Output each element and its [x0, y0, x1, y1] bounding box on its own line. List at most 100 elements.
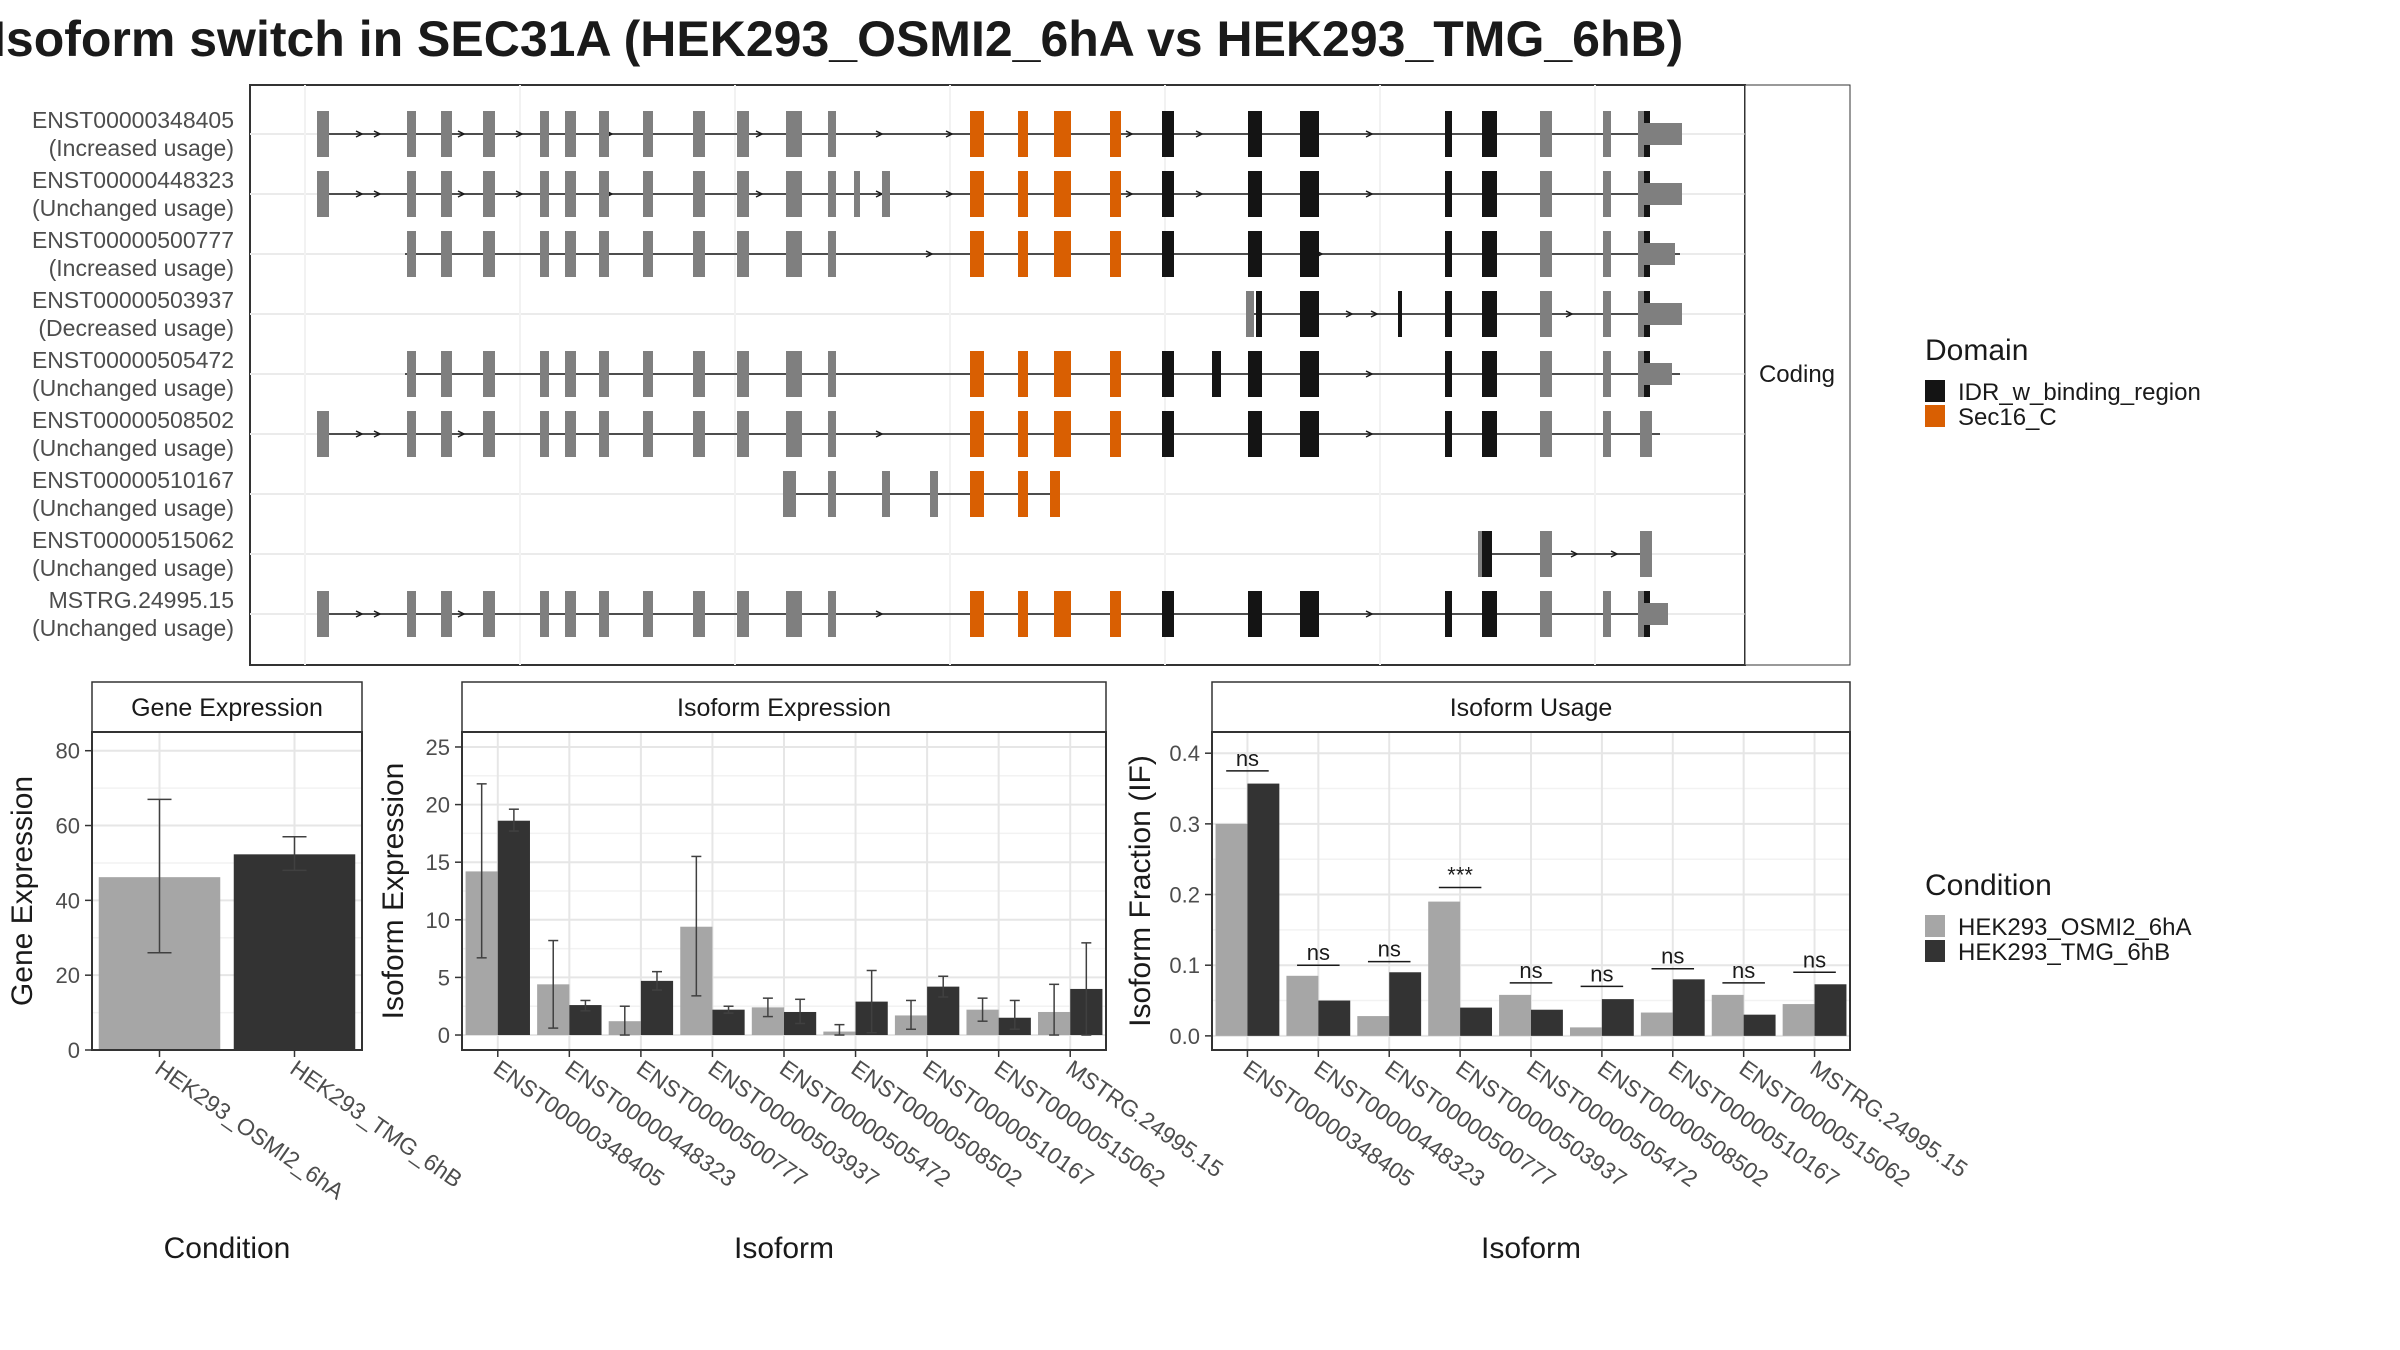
exon [828, 231, 836, 277]
exon [540, 231, 549, 277]
bar [1215, 823, 1248, 1036]
exon-sec16 [1018, 411, 1028, 457]
intron-arrow [1570, 550, 1579, 558]
transcript-usage-label: (Unchanged usage) [32, 375, 234, 401]
intron-arrow [1370, 310, 1379, 318]
exon-sec16 [970, 351, 984, 397]
intron-arrow [373, 430, 382, 438]
transcript-usage-label: (Decreased usage) [38, 315, 234, 341]
exon [693, 171, 705, 217]
intron-arrow [457, 190, 466, 198]
exon-idr [1482, 351, 1497, 397]
transcript-id-label: ENST00000503937 [32, 287, 234, 313]
exon [407, 231, 416, 277]
bar [1428, 901, 1461, 1036]
significance-label: ns [1236, 746, 1259, 771]
bar [1531, 1009, 1563, 1036]
transcript-usage-label: (Unchanged usage) [32, 195, 234, 221]
exon [693, 231, 705, 277]
exon-idr [1162, 171, 1174, 217]
intron-arrow [1365, 190, 1374, 198]
exon [1640, 123, 1682, 145]
exon [737, 231, 749, 277]
y-tick-label: 0.0 [1169, 1024, 1200, 1049]
y-axis-title: Isoform Expression [377, 763, 410, 1020]
exon-idr [1398, 291, 1402, 337]
exon-sec16 [970, 111, 984, 157]
bar [1711, 994, 1744, 1036]
intron-arrow [875, 610, 884, 618]
exon-sec16 [1054, 591, 1071, 637]
intron-arrow [373, 190, 382, 198]
exon [1640, 411, 1652, 457]
structure-panel: ENST00000348405(Increased usage)ENST0000… [32, 84, 1851, 666]
exon-sec16 [1054, 351, 1071, 397]
y-tick-label: 0 [438, 1023, 450, 1048]
exon [483, 231, 495, 277]
exon [483, 171, 495, 217]
condition-legend-label-a: HEK293_OSMI2_6hA [1958, 914, 2191, 941]
exon-sec16 [1110, 411, 1121, 457]
intron-arrow [355, 190, 364, 198]
exon-sec16 [1018, 111, 1028, 157]
y-tick-label: 25 [426, 735, 450, 760]
bar [1389, 972, 1422, 1036]
exon [441, 171, 452, 217]
intron-arrow [1365, 130, 1374, 138]
y-tick-label: 0.1 [1169, 953, 1200, 978]
bar [1640, 1012, 1673, 1036]
exon [483, 351, 495, 397]
panel-title: Isoform Expression [677, 694, 891, 722]
exon [1540, 411, 1552, 457]
exon-idr [1445, 111, 1452, 157]
transcript-track [317, 591, 1668, 637]
bar [712, 1009, 745, 1036]
exon-idr [1300, 171, 1319, 217]
exon-sec16 [1054, 231, 1071, 277]
exon [565, 411, 576, 457]
domain-legend-title: Domain [1925, 334, 2028, 367]
bar [1357, 1016, 1390, 1036]
bar [1672, 979, 1705, 1036]
significance-label: ns [1378, 937, 1401, 962]
exon [854, 171, 860, 217]
exon-idr [1482, 411, 1497, 457]
exon [317, 111, 329, 157]
transcript-id-label: MSTRG.24995.15 [49, 587, 234, 613]
exon [441, 411, 452, 457]
exon [786, 411, 802, 457]
exon [828, 591, 836, 637]
exon [540, 411, 549, 457]
y-tick-label: 80 [56, 739, 80, 764]
exon-idr [1162, 111, 1174, 157]
intron-arrow [373, 130, 382, 138]
intron-arrow [457, 130, 466, 138]
exon-sec16 [1018, 351, 1028, 397]
transcript-labels: ENST00000348405(Increased usage)ENST0000… [32, 107, 234, 641]
intron-arrow [1365, 370, 1374, 378]
significance-label: ns [1661, 944, 1684, 969]
chart-title: Isoform switch in SEC31A (HEK293_OSMI2_6… [0, 11, 1684, 67]
exon [693, 111, 705, 157]
exon [599, 171, 609, 217]
exon [565, 231, 576, 277]
intron-arrow [457, 430, 466, 438]
transcript-track [405, 231, 1680, 277]
transcript-usage-label: (Increased usage) [49, 135, 234, 161]
exon [828, 411, 836, 457]
transcript-id-label: ENST00000505472 [32, 347, 234, 373]
exon [693, 591, 705, 637]
exon [693, 411, 705, 457]
transcript-id-label: ENST00000508502 [32, 407, 234, 433]
exon [483, 411, 495, 457]
exon [1640, 603, 1668, 625]
intron-arrow [925, 250, 934, 258]
transcript-track [783, 471, 1060, 517]
bar [1499, 994, 1531, 1036]
exon [737, 171, 749, 217]
exon [737, 351, 749, 397]
exon [407, 171, 416, 217]
intron-arrow [515, 190, 524, 198]
significance-label: ns [1803, 947, 1826, 972]
exon-idr [1482, 591, 1497, 637]
